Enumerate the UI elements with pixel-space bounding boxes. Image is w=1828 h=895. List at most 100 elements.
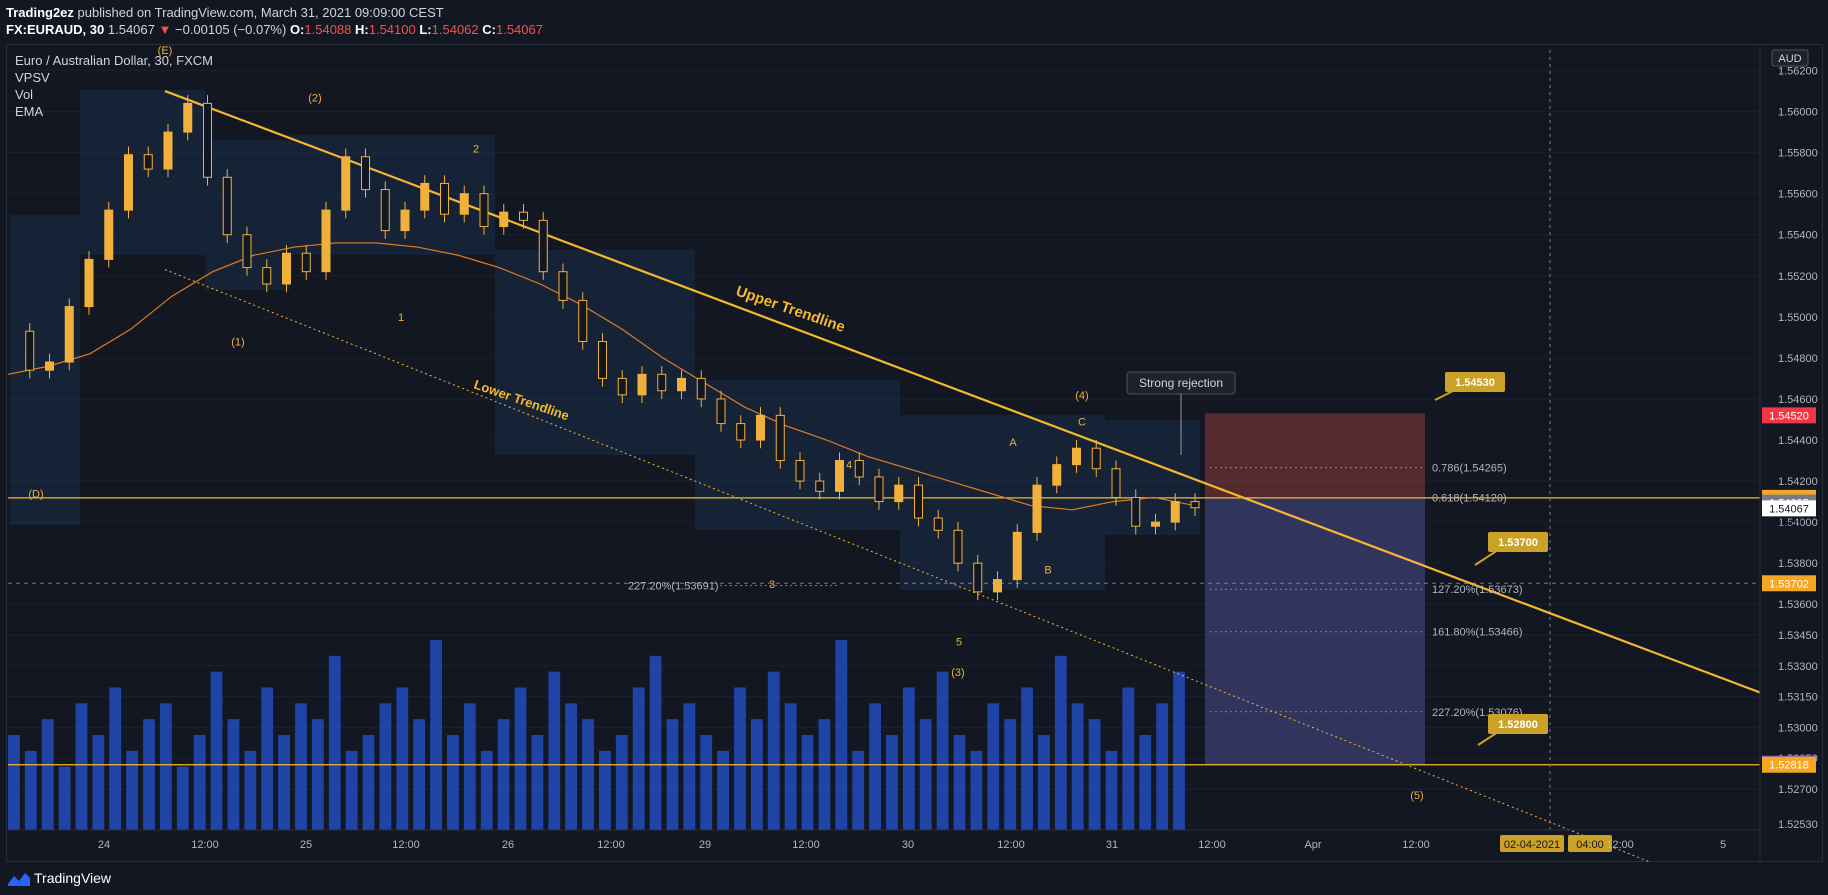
volume-bar: [1173, 671, 1185, 830]
volume-bar: [548, 671, 561, 830]
candle-body: [696, 377, 706, 400]
fib-level-label: 227.20%(1.53691): [628, 581, 719, 593]
volume-bar: [987, 703, 1000, 830]
x-tick-label: 12:00: [792, 839, 820, 851]
volume-bar: [953, 735, 966, 830]
volume-bar: [295, 703, 307, 830]
legend-item-vol[interactable]: Vol: [15, 87, 34, 102]
x-tick-label: 12:00: [1606, 839, 1634, 851]
candle-body: [104, 209, 114, 260]
fib-level-label: 127.20%(1.53673): [1432, 584, 1523, 596]
high-value: 1.54100: [368, 22, 416, 37]
x-tick-label: 12:00: [997, 839, 1025, 851]
y-tick-label: 1.53000: [1778, 722, 1818, 734]
x-tick-label: 29: [699, 839, 711, 851]
y-tick-label: 1.55200: [1778, 271, 1818, 283]
volume-bar: [1105, 750, 1118, 830]
y-tick-label: 1.52700: [1778, 784, 1818, 796]
volume-bar: [565, 703, 578, 830]
wave-label: (D): [28, 488, 43, 500]
wave-label: (2): [308, 92, 321, 104]
fib-level-label: 0.786(1.54265): [1432, 463, 1507, 475]
candle-body: [242, 234, 252, 269]
volume-bar: [75, 703, 88, 830]
open-value: 1.54088: [304, 22, 352, 37]
countdown-label: 21:01: [1775, 517, 1803, 529]
y-tick-label: 1.53600: [1778, 599, 1818, 611]
legend-item-vpsv[interactable]: VPSV: [15, 70, 50, 85]
candle-body: [45, 361, 54, 371]
volume-bar: [1122, 687, 1135, 830]
candle-body: [84, 258, 94, 308]
currency-badge: [1771, 49, 1809, 67]
candle-body: [519, 211, 528, 221]
low-label: L:: [419, 22, 432, 37]
wave-label: 4: [846, 460, 852, 472]
volume-bar: [852, 750, 865, 830]
volume-bar: [1139, 735, 1152, 830]
volume-bar: [919, 719, 932, 830]
candle-body: [1170, 501, 1180, 523]
candle-body: [301, 252, 311, 273]
candle-body: [736, 423, 746, 441]
candle-body: [993, 579, 1002, 593]
axis-price-tag-value: 1.53702: [1769, 578, 1809, 590]
candle-body: [598, 340, 607, 379]
volume-bar: [717, 750, 730, 830]
target-price-value: 1.53700: [1498, 537, 1538, 549]
published-text: published on TradingView.com, March 31, …: [77, 5, 444, 20]
candle-body: [1131, 496, 1141, 527]
volume-bar: [278, 735, 290, 830]
volume-bar: [1054, 655, 1067, 830]
volume-bar: [345, 750, 358, 830]
candle-body: [143, 154, 153, 170]
x-tick-label: 12:00: [392, 839, 420, 851]
x-tick-label: 12:00: [597, 839, 625, 851]
brand-name[interactable]: TradingView: [34, 870, 112, 886]
volume-bar: [801, 735, 814, 830]
candle-body: [1052, 464, 1062, 486]
high-label: H:: [355, 22, 369, 37]
chart-legend: Euro / Australian Dollar, 30, FXCM VPSV …: [15, 52, 213, 120]
volume-bar: [311, 719, 324, 830]
candle-body: [25, 330, 35, 371]
target-price-value: 1.54530: [1455, 377, 1495, 389]
candle-body: [775, 414, 785, 462]
volume-bar: [8, 735, 20, 830]
axis-price-tag: [1762, 756, 1816, 773]
volume-profile-box: [1105, 420, 1200, 535]
candle-body: [1091, 447, 1101, 470]
y-tick-label: 1.54400: [1778, 435, 1818, 447]
x-tick-label: 31: [1106, 839, 1118, 851]
axis-price-tag: [1762, 500, 1816, 517]
x-tick-label: 12:00: [1198, 839, 1226, 851]
candle-body: [459, 193, 469, 215]
legend-title[interactable]: Euro / Australian Dollar, 30, FXCM: [15, 53, 213, 68]
low-value: 1.54062: [431, 22, 479, 37]
legend-item-ema[interactable]: EMA: [15, 104, 44, 119]
axis-price-tag-value: 1.54067: [1769, 503, 1809, 515]
y-tick-label: 1.55800: [1778, 148, 1818, 160]
candle-body: [1190, 501, 1200, 509]
volume-bar: [1156, 703, 1169, 830]
candle-body: [64, 306, 74, 363]
volume-bar: [514, 687, 527, 830]
candle-body: [716, 398, 726, 425]
y-tick-label: 1.55000: [1778, 312, 1818, 324]
candle-body: [795, 460, 805, 482]
candle-body: [222, 176, 232, 236]
candle-body: [203, 102, 212, 178]
symbol-label[interactable]: FX:EURAUD, 30: [6, 22, 105, 37]
y-tick-label: 1.54600: [1778, 394, 1818, 406]
volume-bar: [700, 735, 713, 830]
author-name[interactable]: Trading2ez: [6, 5, 74, 20]
volume-bar: [734, 687, 746, 830]
candle-body: [440, 182, 449, 215]
candle-body: [282, 252, 291, 285]
publish-header: Trading2ez published on TradingView.com,…: [0, 0, 1828, 40]
candle-body: [183, 102, 193, 133]
candle-body: [380, 189, 390, 232]
volume-bar: [328, 655, 341, 830]
target-price-tag: [1488, 532, 1548, 552]
